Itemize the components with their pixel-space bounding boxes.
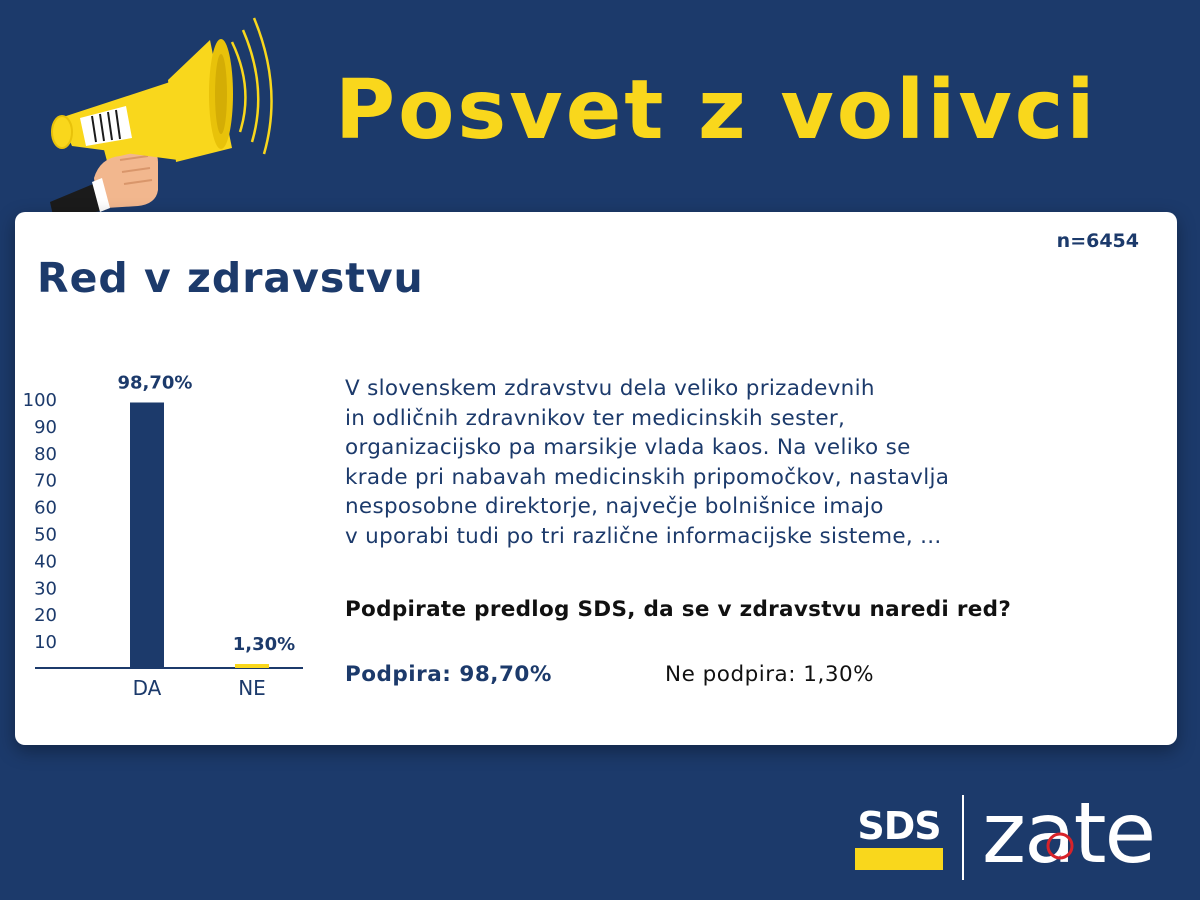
zate-logo: zate	[982, 784, 1156, 880]
sds-logo: SDS	[855, 806, 943, 870]
bar-ne	[235, 664, 269, 668]
x-tick-label: DA	[133, 676, 162, 700]
description-line: in odličnih zdravnikov ter medicinskih s…	[345, 405, 846, 431]
y-tick-label: 80	[34, 444, 57, 465]
y-tick-label: 90	[34, 417, 57, 438]
description-line: nesposobne direktorje, največje bolnišni…	[345, 494, 884, 520]
sample-size: n=6454	[1056, 230, 1139, 252]
y-tick-label: 100	[23, 390, 57, 411]
description-line: krade pri nabavah medicinskih pripomočko…	[345, 464, 950, 490]
description-line: organizacijsko pa marsikje vlada kaos. N…	[345, 435, 911, 461]
page-title: Posvet z volivci	[335, 63, 1098, 158]
y-tick-label: 40	[34, 551, 57, 572]
x-tick-label: NE	[238, 676, 266, 700]
y-tick-label: 10	[34, 632, 57, 653]
data-label: 1,30%	[233, 634, 295, 655]
description-text: V slovenskem zdravstvu dela veliko priza…	[345, 374, 1145, 552]
y-tick-label: 50	[34, 525, 57, 546]
data-label: 98,70%	[118, 372, 193, 393]
y-tick-label: 30	[34, 578, 57, 599]
yes-result: Podpira: 98,70%	[345, 662, 552, 687]
zate-logo-text: zate	[982, 784, 1154, 880]
description-line: v uporabi tudi po tri različne informaci…	[345, 523, 942, 549]
y-tick-label: 70	[34, 471, 57, 492]
bar-da	[130, 402, 164, 668]
no-result: Ne podpira: 1,30%	[665, 662, 875, 687]
sds-logo-text: SDS	[857, 804, 941, 848]
poll-card: n=6454 Red v zdravstvu V slovenskem zdra…	[15, 212, 1177, 745]
logo-divider	[962, 795, 964, 880]
y-tick-label: 60	[34, 498, 57, 519]
sds-logo-bar	[855, 848, 943, 870]
poll-question: Podpirate predlog SDS, da se v zdravstvu…	[345, 597, 1012, 622]
description-line: V slovenskem zdravstvu dela veliko priza…	[345, 376, 875, 401]
bar-chart: 10 20 30 40 50 60 70 80 90 100 98,70% DA 1,30% NE	[23, 372, 303, 700]
y-tick-label: 20	[34, 605, 57, 626]
megaphone-icon	[50, 17, 273, 220]
card-title: Red v zdravstvu	[37, 254, 424, 302]
